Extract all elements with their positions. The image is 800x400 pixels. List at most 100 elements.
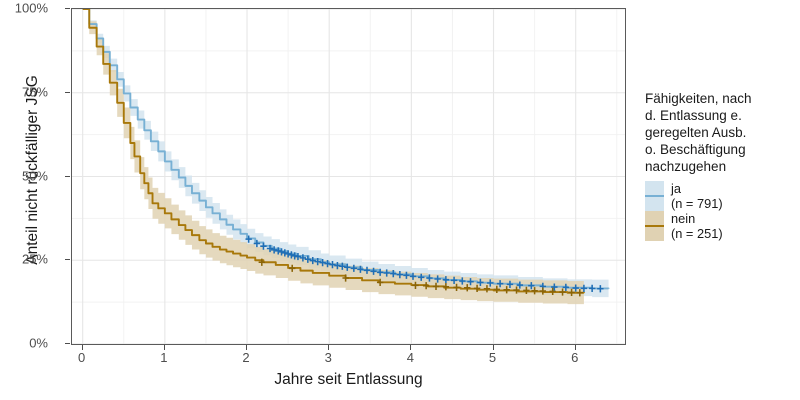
x-tick-label: 6 bbox=[571, 350, 579, 365]
y-tick-label: 0% bbox=[29, 335, 48, 351]
censor-mark bbox=[549, 287, 556, 296]
y-tick-mark bbox=[65, 343, 70, 344]
x-tick-label: 0 bbox=[78, 350, 86, 365]
legend-title: Fähigkeiten, nach d. Entlassung e. gereg… bbox=[645, 91, 752, 174]
censor-mark bbox=[314, 257, 321, 266]
censor-mark bbox=[483, 285, 491, 293]
censor-mark bbox=[426, 274, 433, 282]
censor-mark bbox=[516, 281, 524, 289]
y-tick-label: 50% bbox=[21, 168, 48, 183]
x-tick-mark bbox=[328, 345, 330, 350]
censor-mark bbox=[513, 286, 520, 294]
censor-mark bbox=[568, 288, 575, 297]
censor-mark bbox=[309, 256, 316, 265]
legend-label-nein-count: (n = 251) bbox=[671, 226, 723, 241]
legend-label-nein-name: nein bbox=[671, 211, 696, 226]
plot-panel bbox=[71, 8, 626, 345]
censor-mark bbox=[376, 268, 384, 276]
censor-mark bbox=[477, 278, 484, 286]
legend-key-nein bbox=[645, 211, 664, 241]
censor-mark bbox=[253, 239, 261, 248]
legend-label-ja-name: ja bbox=[671, 181, 681, 196]
x-tick-mark bbox=[492, 345, 494, 350]
censor-mark bbox=[597, 285, 604, 293]
censor-mark bbox=[281, 249, 289, 257]
y-tick-mark bbox=[65, 91, 70, 93]
censor-mark bbox=[370, 267, 377, 275]
censor-mark bbox=[275, 247, 282, 255]
x-axis-title: Jahre seit Entlassung bbox=[274, 371, 423, 388]
legend-entry-nein[interactable]: nein (n = 251) bbox=[645, 211, 800, 241]
censor-mark bbox=[523, 286, 530, 294]
censor-mark bbox=[487, 279, 494, 287]
censor-mark bbox=[266, 244, 274, 253]
censor-mark bbox=[245, 235, 252, 243]
censor-marks-nein bbox=[258, 258, 584, 297]
censor-mark bbox=[270, 246, 278, 254]
y-axis-ticks: 0% 25% 50% 75% 100% bbox=[0, 0, 62, 400]
censor-mark bbox=[580, 284, 588, 292]
censor-mark bbox=[278, 248, 285, 256]
censor-mark bbox=[412, 281, 419, 289]
legend-key-line bbox=[645, 225, 664, 228]
survival-curves-svg bbox=[72, 9, 625, 344]
censor-mark bbox=[506, 280, 514, 288]
censor-mark bbox=[294, 252, 302, 261]
censor-mark bbox=[559, 288, 566, 296]
censor-mark bbox=[258, 258, 266, 266]
y-tick-mark bbox=[65, 8, 70, 9]
censor-mark bbox=[409, 272, 417, 280]
censor-mark bbox=[403, 271, 410, 279]
censor-mark bbox=[434, 275, 441, 283]
legend-label-ja-count: (n = 791) bbox=[671, 196, 723, 211]
censor-mark bbox=[299, 254, 307, 262]
censor-mark bbox=[396, 271, 404, 279]
x-tick-mark bbox=[410, 345, 412, 350]
censor-mark bbox=[284, 250, 292, 258]
censor-mark bbox=[422, 282, 430, 290]
censor-mark bbox=[467, 278, 474, 286]
censor-mark bbox=[572, 284, 579, 292]
censor-mark bbox=[289, 264, 296, 272]
censor-mark bbox=[304, 255, 312, 263]
censor-mark bbox=[588, 284, 596, 292]
censor-mark bbox=[442, 283, 450, 291]
censor-mark bbox=[339, 262, 346, 270]
confidence-band-nein bbox=[82, 9, 584, 305]
censor-mark bbox=[442, 276, 450, 284]
censor-mark bbox=[473, 284, 481, 292]
censor-mark bbox=[493, 285, 501, 293]
legend-key-line bbox=[645, 195, 664, 198]
censor-mark bbox=[551, 283, 558, 291]
censor-mark bbox=[576, 289, 584, 297]
y-tick-mark bbox=[65, 259, 70, 261]
x-tick-mark bbox=[246, 345, 248, 350]
legend-entry-ja[interactable]: ja (n = 791) bbox=[645, 181, 800, 211]
censor-mark bbox=[260, 242, 267, 250]
x-tick-label: 2 bbox=[242, 350, 250, 365]
censor-mark bbox=[459, 277, 466, 285]
y-tick-mark bbox=[65, 175, 70, 177]
censor-mark bbox=[376, 278, 384, 286]
censor-mark bbox=[528, 282, 535, 290]
censor-mark bbox=[562, 283, 570, 291]
censor-mark bbox=[357, 265, 364, 273]
y-tick-label: 25% bbox=[21, 251, 48, 267]
censor-mark bbox=[344, 263, 351, 271]
censor-mark bbox=[464, 284, 471, 292]
censor-mark bbox=[503, 286, 510, 294]
censor-mark bbox=[383, 269, 390, 277]
x-tick-mark bbox=[574, 345, 576, 350]
legend-key-ja bbox=[645, 181, 664, 211]
censor-mark bbox=[350, 264, 358, 272]
censor-mark bbox=[324, 260, 331, 268]
censor-mark bbox=[531, 287, 538, 295]
censor-mark bbox=[432, 282, 440, 290]
censor-mark bbox=[496, 280, 504, 288]
y-tick-label: 75% bbox=[21, 84, 48, 100]
censor-mark bbox=[418, 273, 425, 281]
x-tick-label: 4 bbox=[406, 350, 414, 365]
censor-mark bbox=[329, 261, 336, 269]
